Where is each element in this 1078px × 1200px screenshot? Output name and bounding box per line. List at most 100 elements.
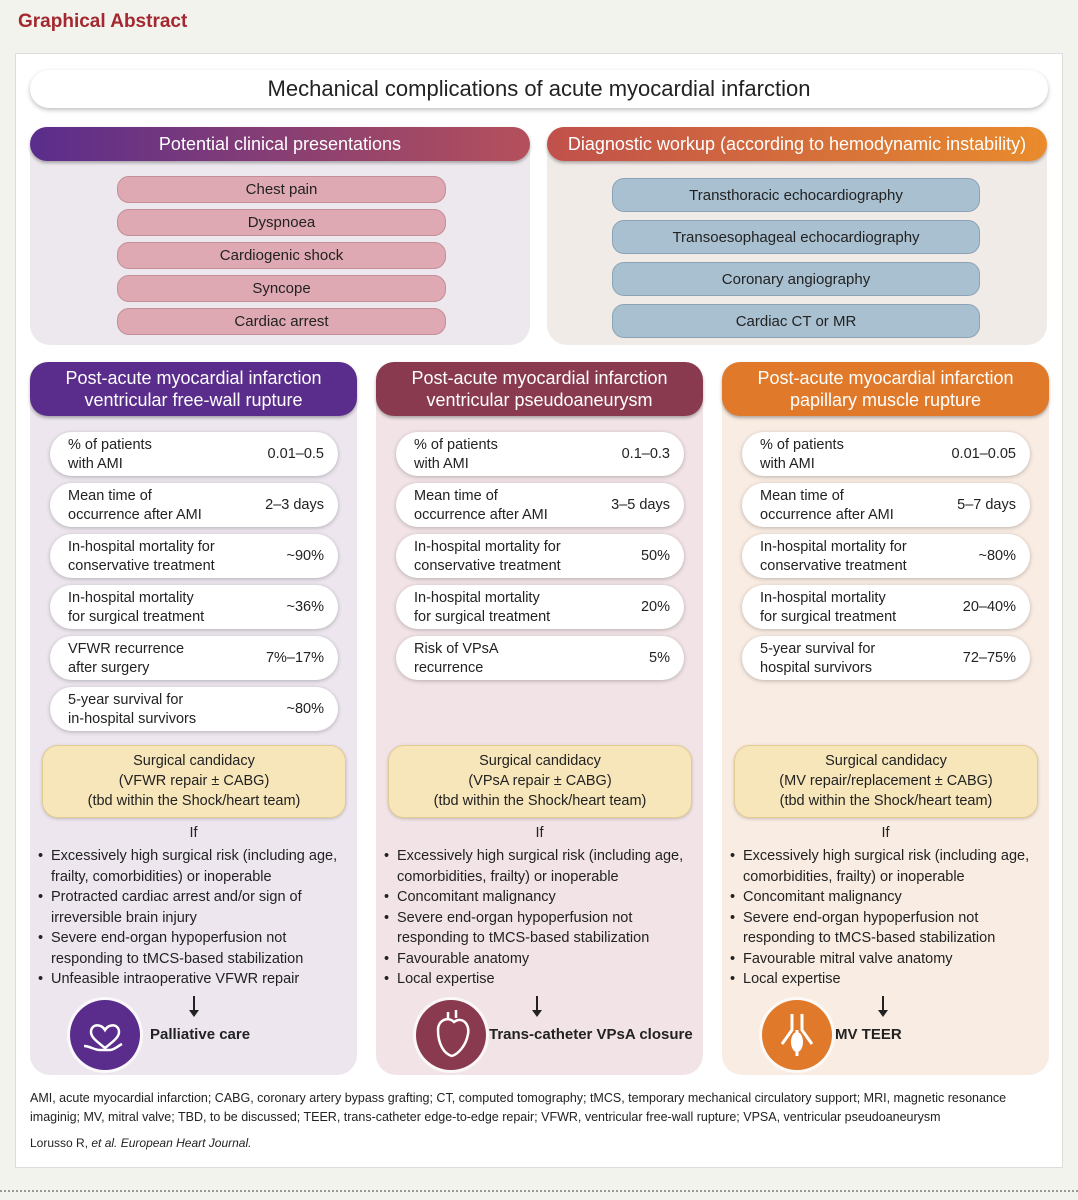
workup-title: Diagnostic workup (according to hemodyna… [547,127,1047,161]
bullet-item: Excessively high surgical risk (includin… [38,846,352,887]
stat-value: ~90% [286,548,325,564]
stat-label-line: in-hospital survivors [68,711,197,727]
journal: et al. European Heart Journal. [91,1136,252,1150]
stat-label-line: for surgical treatment [760,609,897,625]
authors: Lorusso R, [30,1136,89,1150]
stat-row: 5-year survival for in-hospital survivors… [50,687,338,731]
stat-label-line: In-hospital mortality for [68,539,215,555]
stat-row: Mean time of occurrence after AMI 5–7 days [742,483,1030,527]
stat-value: 0.1–0.3 [621,446,670,462]
column-title: Post-acute myocardial infarction papillar… [722,362,1049,416]
presentation-item: Cardiogenic shock [117,242,446,269]
stat-label-line: In-hospital mortality [68,590,194,606]
arrow-head [878,1010,888,1017]
stat-value: ~80% [978,548,1017,564]
bullet-item: Local expertise [730,969,1044,990]
icon-glyph [83,1024,123,1052]
workup-item: Cardiac CT or MR [612,304,980,338]
candidacy-line: Surgical candidacy [479,753,601,769]
column-title-line: Post-acute myocardial infarction [757,368,1014,388]
stat-label-line: Mean time of [68,488,152,504]
column-title-line: Post-acute myocardial infarction [411,368,668,388]
candidacy-line: Surgical candidacy [825,753,947,769]
stat-value: 0.01–0.5 [267,446,324,462]
stat-label-line: Risk of VPsA [414,641,499,657]
column: Post-acute myocardial infarction ventricu… [30,362,357,1075]
bullet-list: Excessively high surgical risk (includin… [730,846,1044,990]
stat-row: In-hospital mortality for surgical treatm… [396,585,684,629]
stat-value: ~80% [286,701,325,717]
stat-label: VFWR recurrence after surgery [68,640,184,678]
stat-value: 5–7 days [957,497,1016,513]
stat-label: % of patients with AMI [414,436,498,474]
candidacy-line: (tbd within the Shock/heart team) [433,793,647,809]
workup-item: Transthoracic echocardiography [612,178,980,212]
stat-value: 50% [640,548,670,564]
stat-label-line: Mean time of [414,488,498,504]
presentations-box: Potential clinical presentations Chest pa… [30,127,530,345]
stat-label-line: with AMI [414,456,469,472]
bullet-item: Severe end-organ hypoperfusion not respo… [730,908,1044,949]
candidacy-line: (tbd within the Shock/heart team) [87,793,301,809]
header: Graphical Abstract [18,11,188,32]
arrow [193,996,195,1012]
stat-label-line: recurrence [414,660,484,676]
bullet-item: Unfeasible intraoperative VFWR repair [38,969,352,990]
bullet-item: Favourable anatomy [384,949,698,970]
stat-row: % of patients with AMI 0.1–0.3 [396,432,684,476]
stat-row: In-hospital mortality for surgical treatm… [50,585,338,629]
stat-label: Risk of VPsA recurrence [414,640,499,678]
arrow-head [189,1010,199,1017]
stat-label-line: In-hospital mortality [414,590,540,606]
stat-row: VFWR recurrence after surgery 7%–17% [50,636,338,680]
presentation-item: Syncope [117,275,446,302]
bullet-item: Local expertise [384,969,698,990]
column: Post-acute myocardial infarction ventricu… [376,362,703,1075]
stat-label-line: occurrence after AMI [760,507,894,523]
stat-label: In-hospital mortality for surgical treatm… [414,589,550,627]
divider [0,1190,1078,1192]
icon-glyph [780,1014,814,1056]
stat-label-line: occurrence after AMI [68,507,202,523]
icon [416,1000,486,1070]
presentation-item: Cardiac arrest [117,308,446,335]
bullet-item: Excessively high surgical risk (includin… [384,846,698,887]
stat-label: Mean time of occurrence after AMI [414,487,548,525]
stat-label: In-hospital mortality for surgical treatm… [760,589,896,627]
stat-value: 7%–17% [265,650,324,666]
citation: Lorusso R, et al. European Heart Journal… [30,1136,251,1150]
stat-label: 5-year survival for in-hospital survivors [68,691,196,729]
candidacy-line: (tbd within the Shock/heart team) [779,793,993,809]
outcome: MV TEER [835,1026,902,1043]
stat-label: % of patients with AMI [68,436,152,474]
stat-label-line: conservative treatment [68,558,215,574]
column-title: Post-acute myocardial infarction ventricu… [30,362,357,416]
stat-value: 5% [649,650,670,666]
stat-label-line: In-hospital mortality [760,590,886,606]
stat-row: In-hospital mortality for conservative tr… [396,534,684,578]
stat-label-line: for surgical treatment [414,609,551,625]
stat-row: % of patients with AMI 0.01–0.5 [50,432,338,476]
bullet-item: Concomitant malignancy [730,887,1044,908]
candidacy-line: (MV repair/replacement ± CABG) [779,773,993,789]
if-label: If [535,825,544,841]
presentations-title: Potential clinical presentations [30,127,530,161]
arrow-head [532,1010,542,1017]
column-title-line: ventricular free-wall rupture [84,390,303,410]
stat-label: Mean time of occurrence after AMI [760,487,894,525]
title: Mechanical complications of acute myocar… [30,70,1048,108]
stat-label-line: with AMI [68,456,123,472]
stat-label: In-hospital mortality for surgical treatm… [68,589,204,627]
column: Post-acute myocardial infarction papillar… [722,362,1049,1075]
presentation-item: Chest pain [117,176,446,203]
column-title-line: papillary muscle rupture [789,390,982,410]
presentation-item: Dyspnoea [117,209,446,236]
stat-row: Risk of VPsA recurrence 5% [396,636,684,680]
column-title-line: Post-acute myocardial infarction [65,368,322,388]
stat-label-line: In-hospital mortality for [760,539,907,555]
bullet-item: Severe end-organ hypoperfusion not respo… [38,928,352,969]
bullet-item: Severe end-organ hypoperfusion not respo… [384,908,698,949]
stat-label-line: hospital survivors [760,660,873,676]
stat-value: 3–5 days [611,497,670,513]
